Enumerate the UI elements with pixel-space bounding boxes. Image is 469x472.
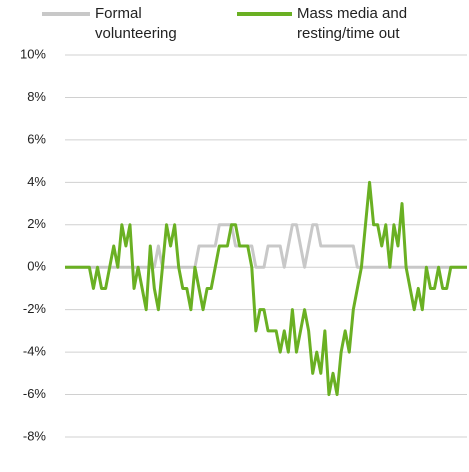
y-tick-label: 10% bbox=[20, 46, 46, 61]
y-tick-label: 0% bbox=[27, 259, 46, 274]
y-tick-label: -2% bbox=[23, 301, 47, 316]
y-tick-label: -6% bbox=[23, 386, 47, 401]
series-line bbox=[65, 180, 467, 397]
y-tick-label: 8% bbox=[27, 89, 46, 104]
legend-label: Formal volunteering bbox=[95, 5, 177, 42]
y-tick-label: -8% bbox=[23, 428, 47, 443]
y-tick-label: -4% bbox=[23, 344, 47, 359]
y-tick-label: 2% bbox=[27, 216, 46, 231]
y-tick-label: 6% bbox=[27, 131, 46, 146]
legend-label: Mass media and resting/time out bbox=[297, 5, 408, 42]
y-tick-label: 4% bbox=[27, 174, 46, 189]
